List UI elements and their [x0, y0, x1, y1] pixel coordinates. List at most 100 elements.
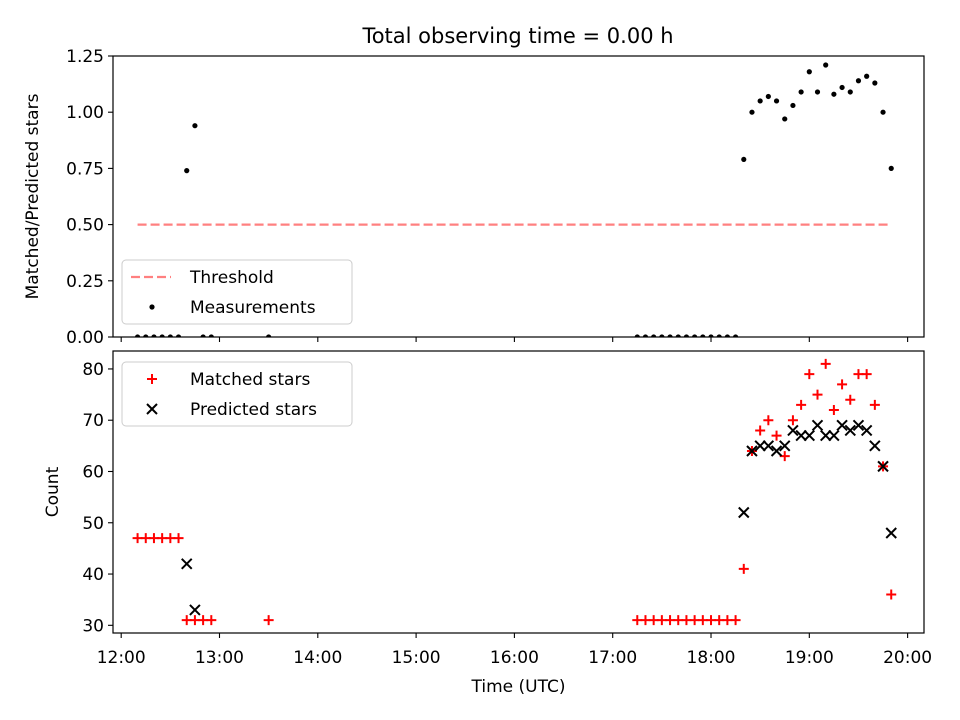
measurement-point: [847, 89, 853, 95]
x-tick-label: 19:00: [785, 648, 834, 668]
predicted-star-point: [852, 419, 865, 432]
x-tick-label: 14:00: [293, 648, 342, 668]
x-tick-label: 18:00: [687, 648, 736, 668]
measurement-point: [700, 334, 706, 337]
y-tick-label: 0.75: [66, 159, 104, 179]
matched-star-point: [763, 415, 774, 426]
y-tick-label: 1.25: [66, 47, 104, 67]
measurement-point: [716, 334, 722, 337]
measurement-point: [659, 334, 665, 337]
measurement-point: [765, 93, 771, 100]
legend-label: Predicted stars: [190, 400, 317, 420]
legend-predicted-swatch: [146, 403, 158, 415]
predicted-star-point: [754, 440, 766, 452]
y-tick-label: 80: [82, 360, 104, 380]
measurement-point: [798, 89, 804, 95]
measurement-point: [708, 334, 714, 337]
data-layer: [134, 62, 894, 337]
legend-label: Threshold: [189, 268, 274, 288]
legend-matched-swatch: [147, 374, 157, 384]
matched-star-point: [820, 358, 831, 369]
x-tick-label: 15:00: [392, 648, 441, 668]
measurement-point: [642, 334, 649, 337]
y-tick-label: 70: [82, 411, 104, 431]
x-tick-label: 13:00: [195, 648, 244, 668]
matched-star-point: [845, 394, 856, 405]
matched-star-point: [796, 399, 807, 410]
y-tick-label: 30: [82, 616, 104, 636]
measurement-point: [831, 91, 837, 97]
x-tick-label: 16:00: [490, 648, 539, 668]
matched-star-point: [730, 615, 741, 626]
measurement-point: [134, 334, 141, 337]
measurement-point: [880, 109, 886, 115]
predicted-star-point: [189, 604, 201, 616]
measurement-point: [732, 334, 739, 337]
measurement-point: [855, 78, 862, 84]
axes-frame: [112, 350, 925, 634]
measurement-point: [175, 334, 182, 337]
legend-measurement-swatch: [149, 304, 155, 310]
matched-star-point: [886, 589, 897, 600]
measurement-point: [888, 165, 894, 171]
measurement-point: [192, 123, 198, 129]
predicted-star-point: [746, 445, 758, 457]
y-tick-label: 0.00: [66, 328, 104, 348]
measurement-point: [757, 98, 763, 104]
y-tick-label: 0.25: [66, 272, 104, 292]
matched-star-point: [869, 399, 880, 410]
measurement-point: [675, 334, 681, 337]
matched-star-point: [812, 389, 823, 400]
y-tick-label: 40: [82, 565, 104, 585]
predicted-star-point: [877, 460, 889, 473]
measurement-point: [864, 73, 870, 79]
predicted-star-point: [779, 440, 791, 452]
predicted-star-point: [803, 429, 816, 442]
measurement-point: [823, 62, 829, 68]
legend-box: [121, 259, 353, 325]
top-panel: 0.00 0.25 0.50 0.75 1.00 1.25 Matched/Predicte…: [23, 47, 925, 348]
matched-star-point: [828, 404, 839, 415]
matched-star-point: [173, 533, 184, 544]
y-tick-label: 50: [82, 514, 104, 534]
axes-frame: [112, 55, 925, 338]
matched-star-point: [755, 425, 766, 436]
predicted-star-point: [860, 424, 873, 437]
matched-star-point: [861, 369, 872, 380]
predicted-star-point: [811, 419, 824, 432]
matched-star-point: [787, 415, 798, 426]
measurement-point: [749, 109, 755, 115]
measurement-point: [741, 156, 747, 163]
measurement-point: [151, 334, 157, 337]
matched-star-point: [804, 369, 815, 380]
predicted-star-point: [762, 440, 775, 452]
y-axis-label: Count: [43, 466, 63, 517]
predicted-star-point: [819, 429, 832, 442]
measurement-point: [200, 334, 206, 337]
measurement-point: [806, 69, 812, 75]
y-tick-label: 1.00: [66, 103, 104, 123]
matched-star-point: [263, 615, 274, 626]
predicted-star-point: [181, 558, 193, 570]
predicted-star-point: [844, 424, 856, 437]
chart-title: Total observing time = 0.00 h: [361, 24, 673, 48]
y-tick-label: 60: [82, 462, 104, 482]
x-axis-label: Time (UTC): [471, 677, 566, 697]
matched-star-point: [771, 430, 782, 441]
measurement-point: [692, 334, 698, 337]
predicted-star-point: [836, 419, 848, 432]
measurement-point: [839, 84, 845, 91]
legend-label: Matched stars: [190, 370, 310, 390]
measurement-point: [814, 89, 821, 95]
legend-box: [121, 361, 353, 427]
predicted-star-point: [828, 429, 840, 442]
predicted-star-point: [869, 440, 881, 452]
predicted-star-point: [795, 429, 807, 442]
data-layer: [132, 358, 897, 626]
predicted-star-point: [738, 506, 750, 519]
measurement-point: [208, 334, 214, 337]
measurement-point: [872, 80, 878, 86]
measurement-point: [266, 334, 272, 337]
